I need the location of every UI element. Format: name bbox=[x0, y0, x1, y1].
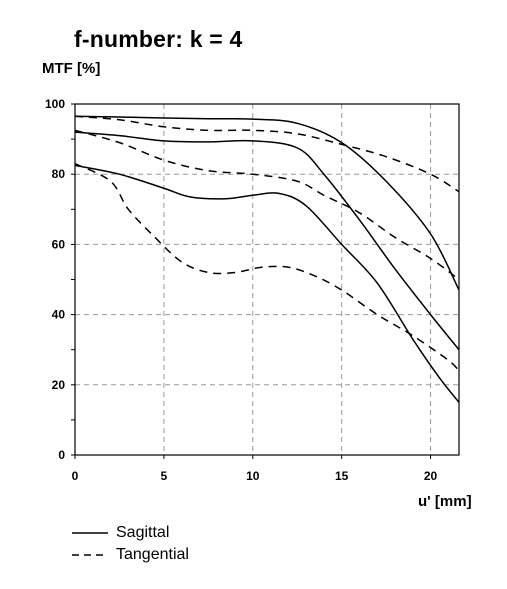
chart-title: f-number: k = 4 bbox=[74, 26, 243, 52]
y-tick-label: 40 bbox=[52, 308, 66, 322]
sagittal-curve-3 bbox=[74, 164, 460, 403]
tangential-curve-4 bbox=[74, 115, 460, 193]
solid-line-swatch bbox=[72, 532, 108, 534]
y-tick-label: 80 bbox=[52, 167, 66, 181]
tangential-curve-6 bbox=[74, 162, 460, 372]
x-tick-label: 5 bbox=[161, 469, 168, 483]
y-tick-label: 0 bbox=[58, 448, 65, 462]
mtf-chart: 0 20 40 60 80 100 0 5 10 15 20 bbox=[45, 97, 460, 483]
legend: Sagittal Tangential bbox=[72, 522, 189, 566]
y-tick-label: 20 bbox=[52, 378, 66, 392]
legend-entry-sagittal: Sagittal bbox=[72, 522, 189, 544]
tangential-curve-5 bbox=[74, 129, 460, 281]
x-tick-label: 0 bbox=[72, 469, 79, 483]
legend-label-tangential: Tangential bbox=[116, 546, 189, 563]
x-tick-label: 10 bbox=[246, 469, 260, 483]
dashed-line-swatch bbox=[72, 554, 108, 556]
y-tick-label: 100 bbox=[45, 97, 65, 111]
sagittal-curve-1 bbox=[74, 115, 460, 291]
x-axis-label: u' [mm] bbox=[418, 493, 472, 510]
sagittal-curve-2 bbox=[74, 131, 460, 351]
legend-label-sagittal: Sagittal bbox=[116, 524, 170, 541]
y-axis-label: MTF [%] bbox=[42, 60, 101, 77]
y-tick-label: 60 bbox=[52, 237, 66, 251]
x-tick-label: 20 bbox=[424, 469, 438, 483]
plot-frame bbox=[74, 103, 460, 456]
x-tick-label: 15 bbox=[335, 469, 349, 483]
legend-entry-tangential: Tangential bbox=[72, 544, 189, 566]
